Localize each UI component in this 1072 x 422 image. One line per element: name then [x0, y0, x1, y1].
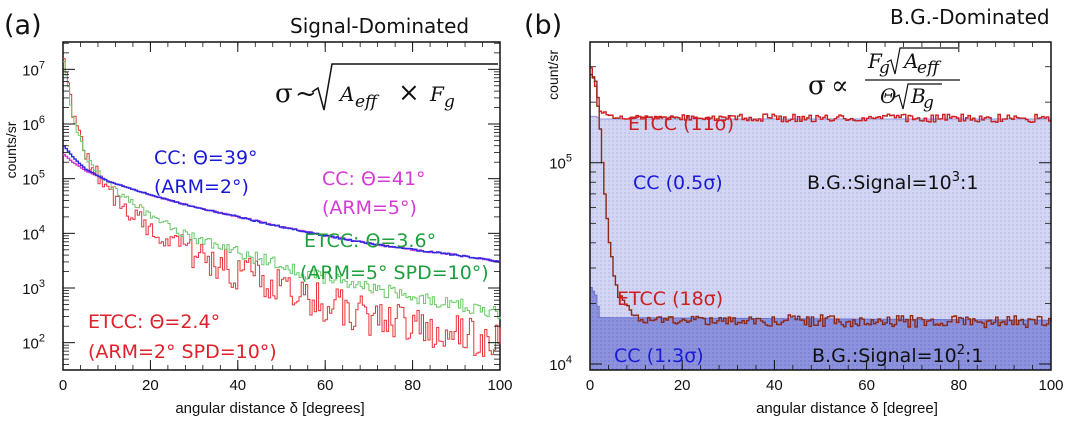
panel-a-header: Signal-Dominated	[290, 14, 469, 38]
svg-text:F: F	[429, 82, 445, 106]
panel-b-series	[590, 67, 1052, 371]
svg-text:×: ×	[398, 78, 420, 108]
panel-a-axes: 0 20 40 60 80 100 102 103 104 105 106 107	[22, 42, 513, 394]
svg-text:g: g	[879, 58, 890, 78]
svg-text:eff: eff	[917, 58, 942, 78]
svg-text:A: A	[338, 82, 354, 106]
svg-text:eff: eff	[355, 92, 380, 112]
panel-b: 0 20 40 60 80 100 104 105 (b) B.G.-Dominated co…	[524, 5, 1064, 417]
svg-text:g: g	[444, 92, 455, 112]
panel-a-frame	[62, 41, 501, 371]
x-tick-label: 20	[142, 377, 159, 394]
annotation-cc-39: CC: Θ=39° (ARM=2°)	[154, 147, 258, 198]
panel-a-y-axis-label: counts/sr	[3, 121, 19, 178]
x-tick-label: 80	[404, 377, 421, 394]
annotation-etcc-36: ETCC: Θ=3.6° (ARM=5° SPD=10°)	[300, 230, 489, 284]
x-tick-label: 60	[858, 377, 875, 394]
annotation-bg-signal-1000: B.G.:Signal=103:1	[807, 170, 978, 194]
annotation-cc-41: CC: Θ=41° (ARM=5°)	[322, 168, 426, 219]
x-tick-label: 0	[59, 377, 67, 394]
panel-b-x-axis-label: angular distance δ [degree]	[756, 400, 938, 417]
panel-b-formula: σ ∝ F g A eff Θ B g	[808, 47, 960, 113]
x-tick-label: 40	[229, 377, 246, 394]
x-tick-label: 80	[950, 377, 967, 394]
series-0-area	[590, 116, 1051, 371]
series-1-area	[590, 287, 1051, 370]
panel-a-x-axis-label: angular distance δ [degrees]	[175, 400, 364, 417]
series-2-line	[590, 67, 1052, 123]
series-3-line	[590, 73, 1052, 329]
svg-text:σ: σ	[275, 79, 293, 109]
x-tick-label: 100	[1038, 377, 1063, 394]
svg-text:CC: Θ=41°: CC: Θ=41°	[322, 168, 426, 190]
annotation-cc-13sigma: CC (1.3σ)	[614, 345, 704, 367]
svg-text:Θ: Θ	[880, 84, 896, 108]
x-tick-label: 40	[766, 377, 783, 394]
y-tick-label: 102	[22, 333, 45, 353]
panel-b-label: (b)	[524, 10, 562, 41]
x-tick-label: 20	[674, 377, 691, 394]
series-3-line	[63, 145, 501, 263]
series-0-line	[63, 58, 501, 357]
panel-b-axes: 0 20 40 60 80 100 104 105	[549, 42, 1064, 394]
panel-b-frame	[589, 41, 1052, 371]
svg-text:~: ~	[295, 79, 317, 109]
svg-text:(ARM=5° SPD=10°): (ARM=5° SPD=10°)	[300, 262, 489, 284]
annotation-etcc-11sigma: ETCC (11σ)	[628, 113, 734, 135]
annotation-bg-signal-100: B.G.:Signal=102:1	[812, 343, 983, 367]
svg-text:∝: ∝	[831, 71, 849, 101]
svg-text:g: g	[923, 93, 934, 113]
annotation-etcc-24: ETCC: Θ=2.4° (ARM=2° SPD=10°)	[88, 311, 277, 363]
y-tick-label: 106	[22, 114, 45, 134]
y-tick-label: 105	[22, 169, 45, 189]
svg-text:ETCC: Θ=2.4°: ETCC: Θ=2.4°	[88, 311, 220, 333]
series-0-line	[590, 115, 1051, 120]
svg-text:(ARM=2° SPD=10°): (ARM=2° SPD=10°)	[88, 341, 277, 363]
y-tick-label: 103	[22, 278, 45, 298]
annotation-etcc-18sigma: ETCC (18σ)	[617, 288, 723, 310]
panel-b-y-axis-label: count/sr	[545, 50, 561, 100]
svg-text:CC: Θ=39°: CC: Θ=39°	[154, 147, 258, 169]
svg-text:(ARM=5°): (ARM=5°)	[322, 197, 417, 219]
x-tick-label: 60	[317, 377, 334, 394]
panel-a-formula: σ ~ A eff × F g	[275, 63, 498, 112]
y-tick-label: 107	[22, 59, 45, 79]
y-tick-label: 104	[22, 223, 45, 243]
svg-text:(ARM=2°): (ARM=2°)	[154, 176, 249, 198]
svg-text:ETCC: Θ=3.6°: ETCC: Θ=3.6°	[304, 230, 436, 252]
svg-text:σ: σ	[808, 71, 826, 101]
x-tick-label: 100	[487, 377, 512, 394]
y-tick-label: 104	[549, 354, 572, 374]
panel-a-series	[63, 58, 501, 357]
svg-text:F: F	[867, 49, 883, 73]
panel-a: 0 20 40 60 80 100 102 103 104 105 106 107 (a) Signa…	[3, 10, 513, 417]
y-tick-label: 105	[549, 153, 572, 173]
series-1-line	[63, 61, 501, 320]
svg-text:A: A	[902, 49, 918, 73]
panel-a-label: (a)	[4, 10, 42, 41]
x-tick-label: 0	[586, 377, 594, 394]
panel-b-header: B.G.-Dominated	[890, 5, 1050, 29]
annotation-cc-05sigma: CC (0.5σ)	[633, 172, 723, 194]
svg-text:B: B	[910, 84, 926, 108]
